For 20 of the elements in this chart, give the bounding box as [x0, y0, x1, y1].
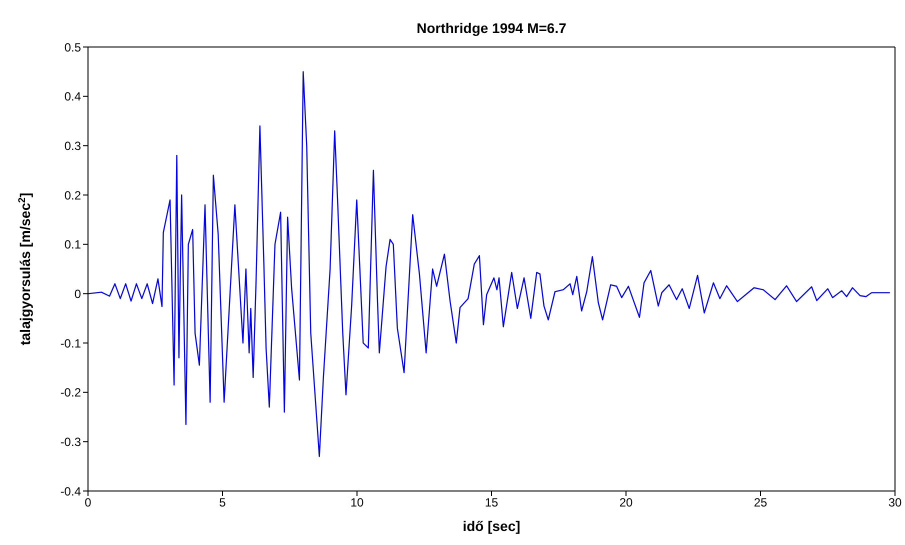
- x-tick-label: 20: [619, 496, 633, 510]
- line-series: [88, 71, 890, 458]
- x-tick-label: 10: [350, 496, 364, 510]
- x-tick-label: 30: [888, 496, 902, 510]
- x-tick-label: 25: [754, 496, 768, 510]
- x-tick-label: 5: [219, 496, 226, 510]
- y-tick-label: -0.4: [60, 484, 82, 498]
- y-tick-label: -0.2: [60, 386, 82, 400]
- y-tick-label: 0.2: [64, 188, 82, 202]
- y-tick-label: 0: [74, 286, 82, 301]
- y-tick-label: -0.1: [60, 336, 82, 350]
- y-tick-label: 0.3: [64, 138, 82, 153]
- chart-title: Northridge 1994 M=6.7: [416, 20, 568, 36]
- x-tick-label: 15: [484, 496, 498, 510]
- x-axis-title: idő [sec]: [462, 518, 520, 534]
- y-tick-label: 0.5: [64, 40, 82, 54]
- y-tick-label: -0.3: [60, 434, 82, 449]
- y-tick-label: 0.4: [64, 90, 82, 104]
- y-tick-label: 0.1: [64, 238, 82, 252]
- x-tick-label: 0: [84, 496, 92, 510]
